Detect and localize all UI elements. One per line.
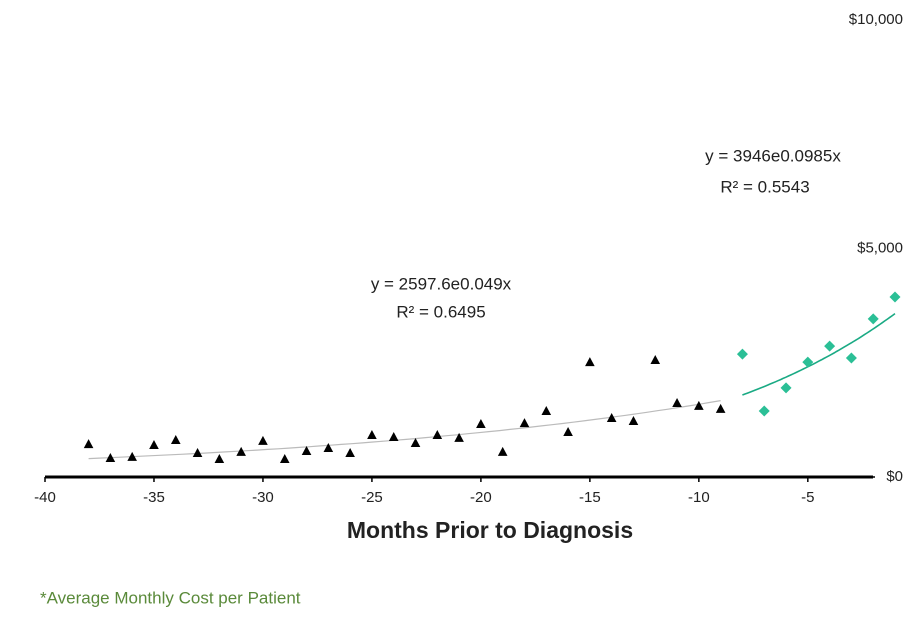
x-tick-label: -35 <box>143 489 165 506</box>
data-point <box>323 442 334 452</box>
y-tick-label: $5,000 <box>857 239 903 256</box>
data-point <box>802 356 814 368</box>
data-point <box>127 451 137 461</box>
data-point <box>214 453 225 463</box>
data-point <box>541 405 552 415</box>
x-tick-label: -15 <box>579 489 601 506</box>
trend-r2: R² = 0.5543 <box>720 177 809 196</box>
trend-r2: R² = 0.6495 <box>396 302 485 321</box>
data-point <box>432 429 443 439</box>
data-point <box>454 432 464 442</box>
data-point <box>345 448 355 458</box>
data-point <box>367 429 377 439</box>
data-point <box>563 426 573 436</box>
x-tick-label: -30 <box>252 489 274 506</box>
x-axis-title: Months Prior to Diagnosis <box>347 517 633 543</box>
footnote: *Average Monthly Cost per Patient <box>40 588 301 607</box>
trendline <box>88 400 721 460</box>
data-point <box>105 453 116 463</box>
data-point <box>83 439 94 449</box>
data-point <box>388 432 399 442</box>
data-point <box>149 440 159 450</box>
trendline <box>742 312 896 396</box>
data-point <box>845 352 857 364</box>
data-point <box>672 397 682 407</box>
trend-equation: y = 3946e0.0985x <box>705 146 841 165</box>
data-point <box>889 291 901 303</box>
data-point <box>476 418 486 428</box>
data-point <box>170 434 181 444</box>
data-point <box>715 403 726 413</box>
data-point <box>758 405 770 417</box>
data-point <box>192 448 203 458</box>
data-point <box>519 418 530 428</box>
data-point <box>780 382 792 394</box>
data-point <box>279 453 290 463</box>
x-tick-label: -10 <box>688 489 710 506</box>
trend-equation: y = 2597.6e0.049x <box>371 274 512 293</box>
data-point <box>650 355 661 365</box>
x-tick-label: -40 <box>34 489 56 506</box>
x-tick-label: -5 <box>801 489 814 506</box>
data-point <box>867 313 879 325</box>
data-point <box>694 400 704 410</box>
data-point <box>497 446 508 456</box>
data-point <box>628 416 639 426</box>
x-tick-label: -25 <box>361 489 383 506</box>
data-point <box>258 435 268 445</box>
y-tick-label: $10,000 <box>849 11 903 28</box>
data-point <box>301 445 312 455</box>
x-tick-label: -20 <box>470 489 492 506</box>
data-point <box>585 357 595 367</box>
data-point <box>606 413 617 423</box>
data-point <box>410 437 421 447</box>
y-tick-label: $0 <box>886 468 903 485</box>
data-point <box>824 340 836 352</box>
data-point <box>736 348 748 360</box>
data-point <box>236 446 246 456</box>
